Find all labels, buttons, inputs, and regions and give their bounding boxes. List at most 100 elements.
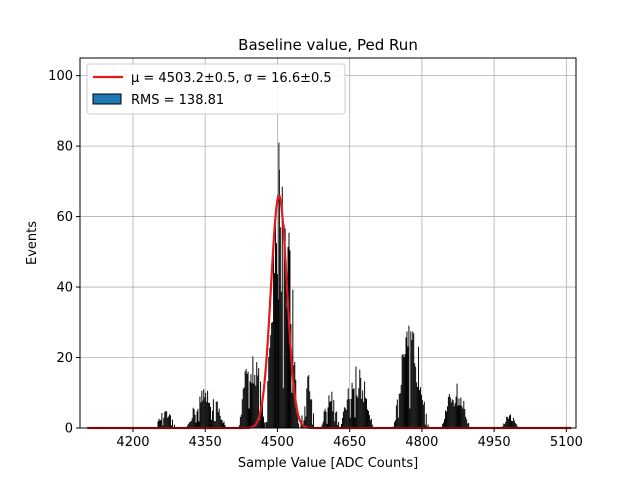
histogram-bar xyxy=(202,400,204,428)
histogram-bar xyxy=(357,397,359,428)
histogram-bar xyxy=(238,425,240,428)
histogram-bar xyxy=(444,419,446,428)
histogram-bar xyxy=(285,261,287,428)
histogram-bar xyxy=(418,346,420,428)
x-tick-label: 4650 xyxy=(333,435,366,450)
histogram-bar xyxy=(301,415,303,428)
histogram-bar xyxy=(260,381,262,428)
histogram-bar xyxy=(362,390,364,428)
histogram-bar xyxy=(350,399,352,428)
histogram-bar xyxy=(262,403,263,428)
histogram-bar xyxy=(401,354,403,428)
histogram-bar xyxy=(369,420,371,428)
histogram-bar xyxy=(271,322,273,428)
histogram-bar xyxy=(329,401,331,428)
x-tick-label: 4950 xyxy=(478,435,511,450)
histogram-bar xyxy=(210,406,211,428)
histogram-bar xyxy=(270,335,272,428)
histogram-bar xyxy=(422,404,424,428)
histogram-bar xyxy=(281,186,283,428)
histogram-bar xyxy=(163,417,165,428)
histogram-bar xyxy=(191,418,193,428)
histogram-bar xyxy=(256,362,258,428)
histogram-bar xyxy=(269,347,271,428)
histogram-bar xyxy=(468,422,470,428)
histogram-bar xyxy=(265,421,267,428)
histogram-bar xyxy=(414,363,416,428)
histogram-bar xyxy=(210,419,212,428)
histogram-bar xyxy=(196,411,198,428)
histogram-bar xyxy=(164,411,166,428)
histogram-bar xyxy=(167,417,169,428)
histogram-bar xyxy=(275,243,277,428)
histogram-bar xyxy=(345,409,347,428)
histogram-bar xyxy=(275,213,276,428)
histogram-bar xyxy=(400,384,402,428)
histogram-bar xyxy=(330,400,332,428)
legend-rms-label: RMS = 138.81 xyxy=(131,93,224,108)
histogram-bar xyxy=(208,402,210,428)
histogram-bar xyxy=(272,321,274,428)
histogram-bars xyxy=(157,142,518,429)
histogram-bar xyxy=(186,425,188,428)
histogram-bar xyxy=(322,421,324,428)
histogram-bar xyxy=(173,424,175,428)
histogram-bar xyxy=(211,410,213,428)
histogram-bar xyxy=(224,425,226,428)
histogram-bar xyxy=(223,421,225,428)
histogram-bar xyxy=(406,331,408,428)
histogram-bar xyxy=(467,423,469,428)
histogram-bar xyxy=(279,227,281,428)
histogram-bar xyxy=(511,421,513,428)
histogram-bar xyxy=(188,422,190,428)
histogram-bar xyxy=(443,422,445,428)
histogram-bar xyxy=(512,417,514,428)
y-axis-label: Events xyxy=(25,221,40,265)
legend-fit-label: μ = 4503.2±0.5, σ = 16.6±0.5 xyxy=(131,71,332,86)
histogram-bar xyxy=(413,333,415,428)
histogram-bar xyxy=(189,421,191,428)
histogram-bar xyxy=(328,395,330,428)
histogram-bar xyxy=(206,401,208,428)
histogram-bar xyxy=(255,385,257,428)
histogram-bar xyxy=(157,421,159,428)
histogram-bar xyxy=(353,388,355,428)
histogram-bar xyxy=(396,399,398,428)
histogram-bar xyxy=(416,382,418,428)
histogram-bar xyxy=(200,402,202,428)
histogram-bar xyxy=(508,418,510,428)
histogram-bar xyxy=(171,425,172,428)
y-tick-label: 60 xyxy=(56,210,73,225)
histogram-bar xyxy=(463,401,465,428)
histogram-bar xyxy=(453,406,455,428)
histogram-bar xyxy=(408,325,410,428)
histogram-bar xyxy=(337,424,339,428)
histogram-bar xyxy=(192,407,194,428)
histogram-bar xyxy=(415,366,417,428)
histogram-bar xyxy=(513,420,515,428)
histogram-bar xyxy=(510,414,511,428)
histogram-bar xyxy=(306,388,308,428)
histogram-bar xyxy=(332,411,334,428)
histogram-bar xyxy=(331,391,333,428)
histogram-bar xyxy=(359,369,361,428)
histogram-bar xyxy=(427,424,429,428)
histogram-bar xyxy=(170,415,172,428)
histogram-bar xyxy=(504,424,506,428)
histogram-bar xyxy=(424,424,426,428)
histogram-bar xyxy=(303,420,305,428)
y-tick-label: 40 xyxy=(56,281,73,296)
histogram-bar xyxy=(505,422,507,428)
histogram-bar xyxy=(166,411,168,428)
histogram-bar xyxy=(446,406,448,428)
histogram-bar xyxy=(335,412,337,428)
histogram-bar xyxy=(244,371,246,428)
histogram-bar xyxy=(423,401,425,428)
legend-rms-swatch xyxy=(92,93,122,105)
histogram-bar xyxy=(245,368,247,428)
histogram-bar xyxy=(412,331,414,428)
histogram-bar xyxy=(250,374,252,428)
histogram-bar xyxy=(334,421,336,428)
histogram-bar xyxy=(448,394,450,428)
histogram-bar xyxy=(158,418,160,428)
